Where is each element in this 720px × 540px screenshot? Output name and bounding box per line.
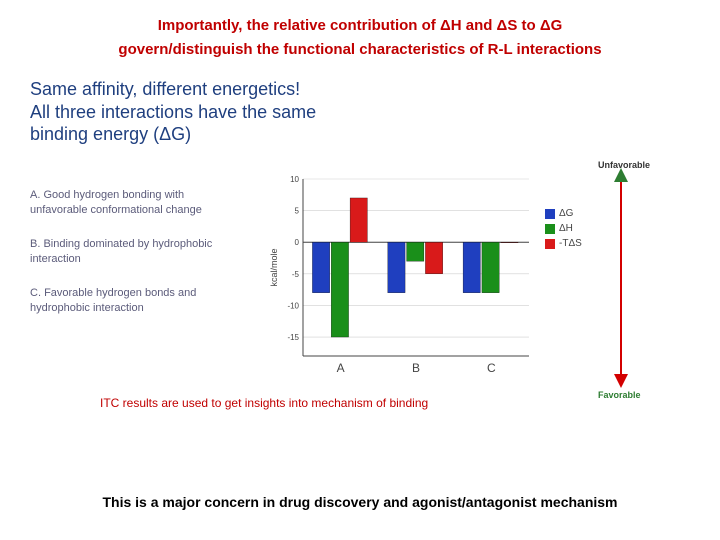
desc-text: Favorable hydrogen bonds and hydrophobic… — [30, 287, 196, 314]
legend-label: ΔH — [559, 223, 573, 234]
slide-title-line2: All three interactions have the same — [30, 101, 690, 124]
description-b: B. Binding dominated by hydrophobic inte… — [30, 237, 230, 268]
header: Importantly, the relative contribution o… — [0, 0, 720, 62]
content: Same affinity, different energetics! All… — [30, 78, 690, 418]
svg-text:10: 10 — [290, 175, 299, 184]
svg-text:-5: -5 — [292, 270, 300, 279]
svg-text:0: 0 — [295, 238, 300, 247]
desc-prefix: B. — [30, 238, 40, 250]
slide-title-line1: Same affinity, different energetics! — [30, 78, 690, 101]
legend: ΔG ΔH -TΔS — [545, 208, 582, 253]
chart-svg: -15 -10 -5 0 5 10 kcal/mole A B C — [265, 173, 535, 378]
desc-prefix: C. — [30, 287, 41, 299]
footer: This is a major concern in drug discover… — [0, 494, 720, 510]
desc-prefix: A. — [30, 189, 40, 201]
header-line2: govern/distinguish the functional charac… — [20, 38, 700, 62]
svg-text:C: C — [487, 361, 496, 375]
legend-swatch — [545, 209, 555, 219]
svg-text:-10: -10 — [287, 301, 299, 310]
descriptions: A. Good hydrogen bonding with unfavorabl… — [30, 188, 230, 334]
favorability-axis — [610, 168, 632, 388]
legend-swatch — [545, 224, 555, 234]
description-a: A. Good hydrogen bonding with unfavorabl… — [30, 188, 230, 219]
arrow-svg — [610, 168, 632, 388]
favorable-label: Favorable — [598, 390, 641, 400]
desc-text: Binding dominated by hydrophobic interac… — [30, 238, 212, 265]
desc-text: Good hydrogen bonding with unfavorable c… — [30, 189, 202, 216]
svg-text:A: A — [337, 361, 345, 375]
legend-label: ΔG — [559, 208, 573, 219]
header-line1: Importantly, the relative contribution o… — [20, 14, 700, 38]
caption: ITC results are used to get insights int… — [100, 396, 428, 410]
svg-text:B: B — [412, 361, 420, 375]
unfavorable-label: Unfavorable — [598, 160, 650, 170]
legend-item-tds: -TΔS — [545, 238, 582, 249]
legend-item-dg: ΔG — [545, 208, 582, 219]
svg-text:5: 5 — [295, 207, 300, 216]
svg-text:-15: -15 — [287, 333, 299, 342]
slide-title-line3: binding energy (ΔG) — [30, 123, 690, 146]
svg-text:kcal/mole: kcal/mole — [269, 248, 279, 286]
bar-chart: -15 -10 -5 0 5 10 kcal/mole A B C — [265, 173, 535, 378]
legend-label: -TΔS — [559, 238, 582, 249]
legend-swatch — [545, 239, 555, 249]
description-c: C. Favorable hydrogen bonds and hydropho… — [30, 286, 230, 317]
legend-item-dh: ΔH — [545, 223, 582, 234]
slide-title: Same affinity, different energetics! All… — [30, 78, 690, 146]
